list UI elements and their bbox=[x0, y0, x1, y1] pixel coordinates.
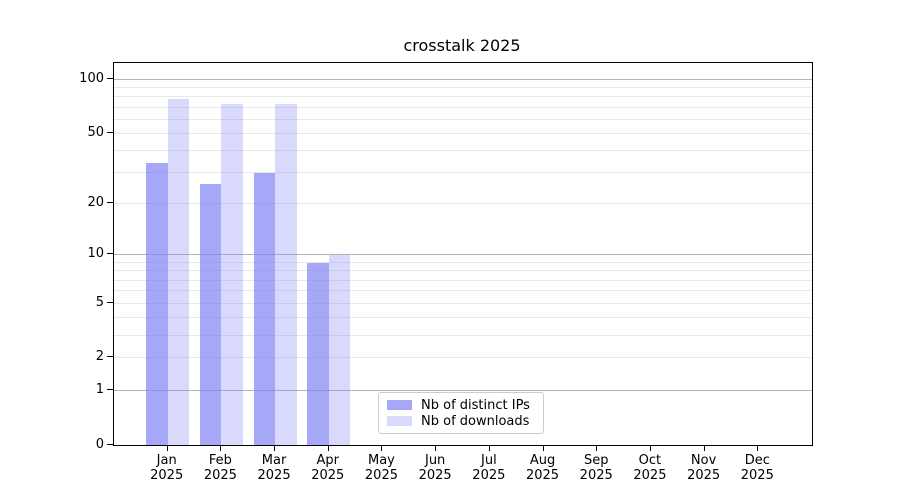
xtick-label-jul: Jul 2025 bbox=[472, 453, 506, 483]
bar-downloads-apr bbox=[328, 254, 351, 445]
gridline-minor-8 bbox=[114, 270, 812, 272]
ytick-mark-100 bbox=[107, 77, 113, 79]
ytick-label-0: 0 bbox=[95, 436, 104, 452]
gridline-minor-40 bbox=[114, 150, 812, 152]
ytick-mark-2 bbox=[107, 356, 113, 358]
ytick-mark-20 bbox=[107, 202, 113, 204]
bar-distinct-ips-feb bbox=[199, 183, 222, 445]
xtick-mark-sep bbox=[596, 446, 598, 451]
ytick-mark-0 bbox=[107, 443, 113, 445]
gridline-minor-9 bbox=[114, 262, 812, 264]
xtick-mark-feb bbox=[220, 446, 222, 451]
ytick-label-5: 5 bbox=[95, 294, 104, 310]
bar-distinct-ips-jan bbox=[146, 163, 168, 445]
xtick-mark-jan bbox=[166, 446, 168, 451]
legend: Nb of distinct IPs Nb of downloads bbox=[378, 392, 544, 434]
xtick-mark-jun bbox=[435, 446, 437, 451]
gridline-minor-80 bbox=[114, 96, 812, 98]
xtick-label-apr: Apr 2025 bbox=[311, 453, 345, 483]
bar-distinct-ips-apr bbox=[307, 262, 329, 445]
gridline-minor-6 bbox=[114, 290, 812, 292]
xtick-mark-nov bbox=[703, 446, 705, 451]
xtick-label-mar: Mar 2025 bbox=[257, 453, 291, 483]
xtick-mark-oct bbox=[649, 446, 651, 451]
ytick-label-100: 100 bbox=[79, 70, 104, 86]
ytick-label-1: 1 bbox=[95, 381, 104, 397]
gridline-minor-2 bbox=[114, 357, 812, 359]
gridline-minor-90 bbox=[114, 87, 812, 89]
chart-title: crosstalk 2025 bbox=[403, 36, 521, 55]
gridline-minor-7 bbox=[114, 279, 812, 281]
xtick-label-may: May 2025 bbox=[364, 453, 398, 483]
xtick-label-sep: Sep 2025 bbox=[579, 453, 613, 483]
xtick-mark-aug bbox=[542, 446, 544, 451]
legend-item-downloads: Nb of downloads bbox=[387, 414, 535, 429]
legend-label-distinct-ips: Nb of distinct IPs bbox=[421, 397, 530, 413]
xtick-mark-jul bbox=[488, 446, 490, 451]
plot-area bbox=[113, 62, 813, 446]
gridline-major-1 bbox=[114, 389, 812, 391]
xtick-label-jun: Jun 2025 bbox=[418, 453, 452, 483]
xtick-label-feb: Feb 2025 bbox=[203, 453, 237, 483]
gridline-minor-20 bbox=[114, 203, 812, 205]
xtick-mark-may bbox=[381, 446, 383, 451]
xtick-mark-apr bbox=[327, 446, 329, 451]
gridline-minor-70 bbox=[114, 106, 812, 108]
xtick-label-aug: Aug 2025 bbox=[525, 453, 560, 483]
xtick-mark-mar bbox=[274, 446, 276, 451]
ytick-label-50: 50 bbox=[87, 124, 104, 140]
ytick-mark-10 bbox=[107, 253, 113, 255]
gridline-major-10 bbox=[114, 254, 812, 256]
xtick-label-jan: Jan 2025 bbox=[150, 453, 184, 483]
gridline-minor-30 bbox=[114, 172, 812, 174]
ytick-mark-5 bbox=[107, 301, 113, 303]
bar-downloads-feb bbox=[221, 103, 243, 445]
ytick-mark-1 bbox=[107, 388, 113, 390]
legend-swatch-distinct-ips-icon bbox=[387, 400, 412, 410]
bar-distinct-ips-mar bbox=[253, 172, 276, 445]
bar-downloads-mar bbox=[275, 103, 297, 445]
ytick-label-20: 20 bbox=[87, 195, 104, 211]
xtick-label-nov: Nov 2025 bbox=[687, 453, 721, 483]
ytick-label-10: 10 bbox=[87, 246, 104, 262]
bar-downloads-jan bbox=[167, 98, 190, 445]
ytick-mark-50 bbox=[107, 131, 113, 133]
gridline-minor-5 bbox=[114, 302, 812, 304]
gridline-minor-60 bbox=[114, 118, 812, 120]
legend-label-downloads: Nb of downloads bbox=[421, 413, 530, 429]
legend-item-distinct-ips: Nb of distinct IPs bbox=[387, 398, 535, 413]
ytick-label-2: 2 bbox=[95, 349, 104, 365]
xtick-label-dec: Dec 2025 bbox=[740, 453, 774, 483]
gridline-minor-3 bbox=[114, 334, 812, 336]
gridline-minor-50 bbox=[114, 132, 812, 134]
gridline-major-100 bbox=[114, 78, 812, 80]
xtick-mark-dec bbox=[757, 446, 759, 451]
gridline-minor-4 bbox=[114, 316, 812, 318]
xtick-label-oct: Oct 2025 bbox=[633, 453, 667, 483]
legend-swatch-downloads-icon bbox=[387, 416, 412, 426]
